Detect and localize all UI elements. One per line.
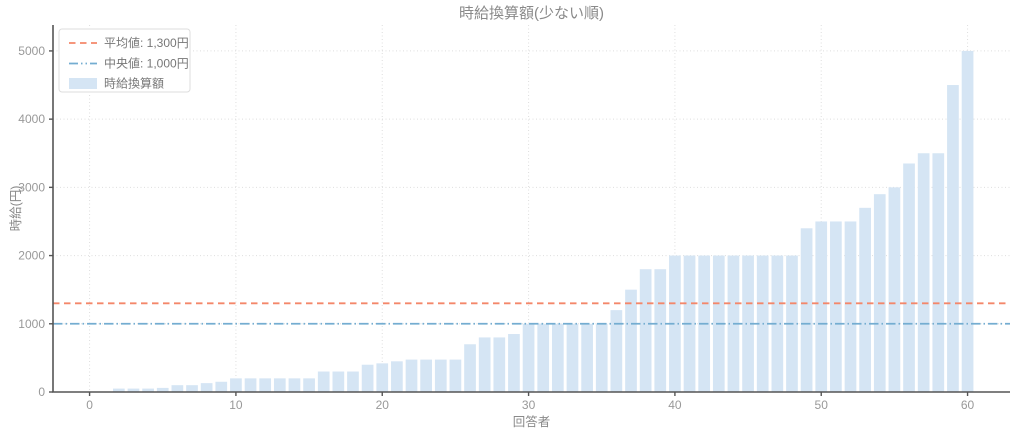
x-tick-label: 10 [229,398,243,412]
bar [347,371,359,392]
bar [610,310,623,392]
bar [522,323,535,392]
bar [654,269,667,392]
bar [932,153,945,392]
bar [625,289,637,392]
bar [288,378,301,392]
bar [595,323,608,392]
bar [947,85,959,393]
bar [493,337,506,392]
bar [303,378,315,392]
bar [917,153,930,392]
y-axis-label: 時給(円) [9,186,23,232]
bar [420,359,432,392]
bar [771,255,784,392]
bar [112,388,125,392]
y-tick-label: 4000 [18,112,45,126]
bar [742,255,754,392]
bar [259,378,272,392]
bar [669,255,681,392]
bar [273,378,286,392]
x-tick-label: 20 [376,398,390,412]
bar [566,323,579,392]
bar [127,388,140,392]
bar [961,50,974,392]
x-tick-label: 60 [961,398,975,412]
bar [830,221,842,392]
x-axis-label: 回答者 [513,414,551,429]
x-tick-label: 50 [815,398,829,412]
bar [142,388,154,392]
bar [464,344,476,392]
x-tick-label: 0 [86,398,93,412]
legend-bar-label: 時給換算額 [104,76,164,91]
bar [156,387,169,392]
bar [215,381,228,392]
chart-title: 時給換算額(少ない順) [459,4,604,22]
bar [186,385,198,392]
bar [449,359,462,392]
y-tick-label: 3000 [18,180,45,194]
bar [888,187,901,392]
bar [873,194,886,392]
y-tick-label: 2000 [18,249,45,263]
bar [508,334,520,392]
bar [376,363,389,392]
bar [581,323,593,392]
bar [639,269,652,392]
bar [551,323,564,392]
legend-bar-sample [69,78,97,89]
bar [171,385,184,392]
y-tick-label: 0 [38,385,45,399]
bar [800,228,813,392]
bar [230,378,242,392]
bar [815,221,828,392]
bar [391,361,403,392]
legend-median-label: 中央値: 1,000円 [104,56,189,71]
bar [405,359,418,392]
bar [244,378,257,392]
y-tick-label: 5000 [18,44,45,58]
x-tick-label: 30 [522,398,536,412]
x-tick-label: 40 [668,398,682,412]
bar [434,359,447,392]
legend-box [58,28,191,93]
bar [478,337,491,392]
bar [361,364,374,392]
bar [844,221,857,392]
bar [859,207,871,392]
bar [317,371,330,392]
bar [903,163,915,392]
bar [332,371,345,392]
legend-mean-label: 平均値: 1,300円 [104,35,189,50]
bar [200,383,213,392]
bar [537,323,550,392]
y-tick-label: 1000 [18,317,45,331]
